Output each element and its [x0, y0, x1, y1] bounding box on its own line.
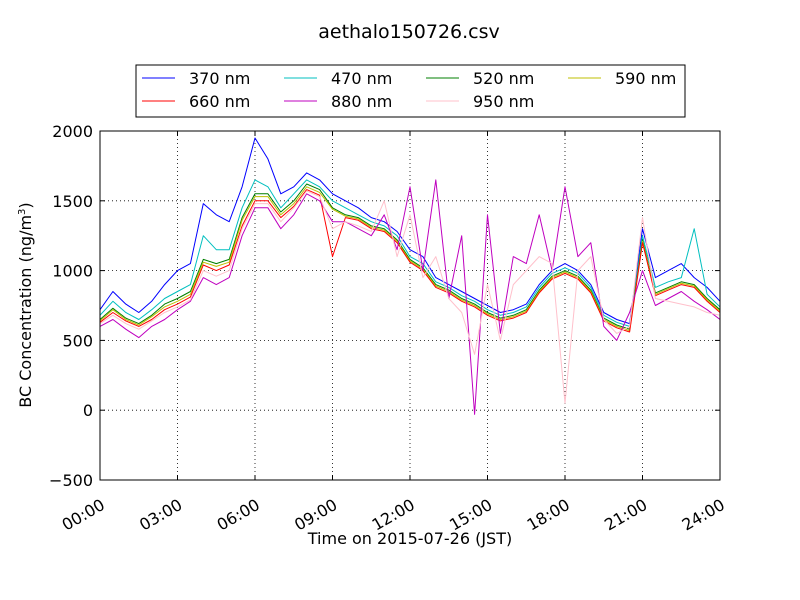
y-tick-label: 2000: [52, 122, 93, 141]
legend-label: 520 nm: [473, 69, 534, 88]
y-tick-label: 1500: [52, 192, 93, 211]
chart-title: aethalo150726.csv: [318, 21, 500, 43]
series-lines: [100, 137, 720, 415]
y-tick-label: 0: [83, 401, 93, 420]
x-tick-label: 06:00: [214, 495, 263, 535]
x-tick-label: 24:00: [679, 495, 728, 535]
legend-label: 880 nm: [331, 92, 392, 111]
series-line: [100, 183, 720, 330]
plot-area: 00:00 03:00 06:00 09:00 12:00 15:00 18:00 21:00…: [49, 122, 728, 535]
y-axis-label: BC Concentration (ng/m3): [16, 202, 35, 407]
legend-label: 950 nm: [473, 92, 534, 111]
x-tick-label: 18:00: [524, 495, 573, 535]
series-line: [100, 179, 720, 327]
x-tick-label: 00:00: [59, 495, 108, 535]
series-line: [100, 137, 720, 325]
series-line: [100, 189, 720, 333]
x-tick-label: 21:00: [601, 495, 650, 535]
series-line: [100, 186, 720, 332]
y-tick-label: −500: [49, 471, 93, 490]
legend-label: 590 nm: [615, 69, 676, 88]
series-line: [100, 179, 720, 415]
y-axis-label-superscript: 3: [17, 209, 28, 215]
y-tick-label: 1000: [52, 262, 93, 281]
legend-label: 470 nm: [331, 69, 392, 88]
grid: [100, 131, 720, 480]
y-tick-label: 500: [62, 331, 93, 350]
series-line: [100, 190, 720, 404]
x-tick-label: 03:00: [136, 495, 185, 535]
legend: 370 nm 470 nm 520 nm 590 nm 660 nm 880 nm 950 …: [135, 64, 686, 118]
legend-label: 370 nm: [189, 69, 250, 88]
x-axis-label: Time on 2015-07-26 (JST): [307, 529, 512, 548]
y-axis-label-close: ): [16, 202, 35, 208]
y-axis-label-main: BC Concentration (ng/m: [16, 215, 35, 408]
legend-label: 660 nm: [189, 92, 250, 111]
